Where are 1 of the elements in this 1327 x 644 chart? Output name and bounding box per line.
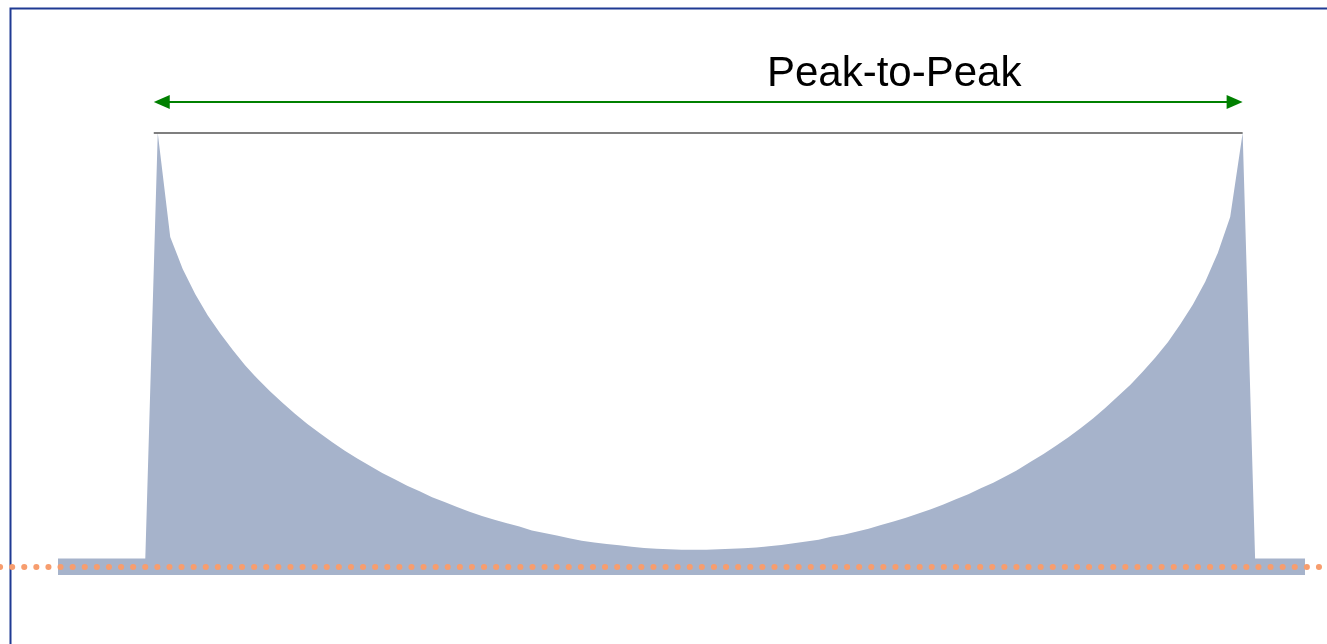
text: Peak-to-Peak [766, 48, 1023, 95]
